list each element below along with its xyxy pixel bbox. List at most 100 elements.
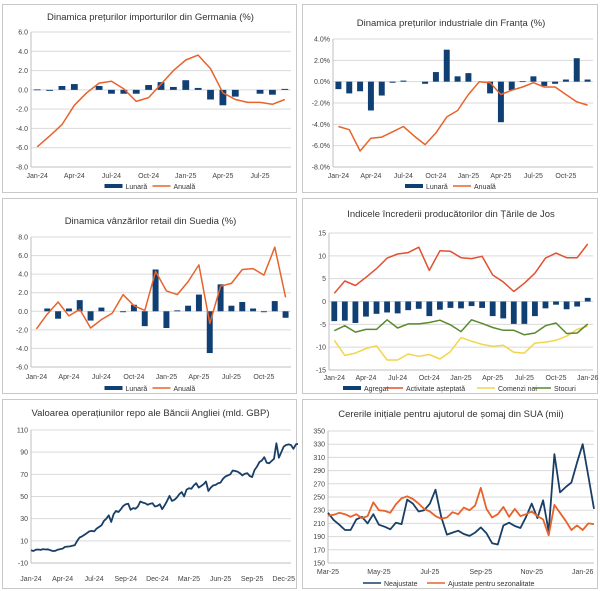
bar-lunar- bbox=[367, 81, 374, 111]
legend-swatch-bar bbox=[104, 184, 123, 188]
bar-lunar- bbox=[141, 311, 148, 327]
x-tick-label: Jul-25 bbox=[251, 173, 270, 180]
bar-agregat bbox=[479, 301, 486, 308]
y-tick-label: 6.0 bbox=[18, 30, 28, 37]
y-tick-label: 15 bbox=[318, 231, 326, 238]
chart-panel-us-claims: Cererile inițiale pentru ajutorul de șom… bbox=[302, 399, 598, 589]
y-tick-label: 30 bbox=[20, 516, 28, 523]
legend-item: Activitate așteptată bbox=[385, 386, 465, 393]
chart-title: Valoarea operațiunilor repo ale Băncii A… bbox=[32, 408, 270, 419]
y-tick-label: 4.0 bbox=[18, 272, 28, 279]
y-tick-label: 0 bbox=[322, 299, 326, 306]
bar-lunar- bbox=[389, 81, 396, 83]
bar-lunar- bbox=[443, 49, 450, 82]
bar-agregat bbox=[563, 301, 570, 310]
y-tick-label: -8.0% bbox=[312, 165, 330, 172]
bar-agregat bbox=[510, 301, 517, 324]
bar-lunar- bbox=[169, 86, 177, 90]
legend-swatch-bar bbox=[405, 184, 423, 188]
x-tick-label: Apr-24 bbox=[355, 375, 376, 382]
bar-agregat bbox=[363, 301, 369, 317]
bar-lunar- bbox=[120, 89, 128, 94]
y-tick-label: 70 bbox=[20, 472, 28, 479]
y-tick-label: -2.0% bbox=[312, 101, 330, 108]
y-tick-label: 6.0 bbox=[18, 253, 28, 260]
bar-lunar- bbox=[182, 80, 190, 90]
bar-lunar- bbox=[573, 58, 580, 82]
bar-lunar- bbox=[152, 269, 159, 312]
chart-title: Indicele încrederii producătorilor din Ț… bbox=[347, 209, 555, 220]
chart-panel-netherlands: Indicele încrederii producătorilor din Ț… bbox=[302, 198, 599, 394]
y-tick-label: -4.0 bbox=[16, 346, 28, 353]
chart-panel-boe-repo: Valoarea operațiunilor repo ale Băncii A… bbox=[2, 399, 298, 589]
legend-item: Neajustate bbox=[363, 581, 418, 588]
legend-item: Stocuri bbox=[533, 386, 576, 393]
bar-lunar- bbox=[357, 81, 364, 92]
bar-lunar- bbox=[194, 87, 202, 90]
bar-lunar- bbox=[256, 89, 264, 94]
bar-lunar- bbox=[87, 311, 94, 321]
bar-lunar- bbox=[269, 89, 276, 95]
bar-lunar- bbox=[65, 308, 72, 312]
x-tick-label: Jan-24 bbox=[26, 374, 48, 381]
chart-title: Dinamica prețurilor importurilor din Ger… bbox=[47, 12, 254, 23]
y-tick-label: -2.0 bbox=[16, 327, 28, 334]
bar-lunar- bbox=[282, 311, 289, 318]
bar-lunar- bbox=[219, 89, 227, 106]
bar-agregat bbox=[352, 301, 359, 323]
y-tick-label: 8.0 bbox=[18, 235, 28, 242]
bar-agregat bbox=[521, 301, 528, 324]
bar-lunar- bbox=[346, 81, 353, 94]
bar-agregat bbox=[426, 301, 433, 317]
chart-netherlands: Indicele încrederii producătorilor din Ț… bbox=[316, 209, 599, 393]
legend-label: Anuală bbox=[174, 386, 196, 393]
y-tick-label: 250 bbox=[313, 495, 325, 502]
legend-label: Anuală bbox=[174, 184, 196, 191]
x-tick-label: Jul-25 bbox=[420, 569, 439, 576]
y-tick-label: -5 bbox=[320, 322, 326, 329]
bar-agregat bbox=[584, 297, 591, 302]
x-tick-label: Oct-24 bbox=[425, 173, 446, 180]
x-tick-label: Oct-24 bbox=[419, 375, 440, 382]
x-tick-label: Dec-24 bbox=[146, 576, 169, 583]
bar-agregat bbox=[373, 301, 380, 314]
x-tick-label: Jul-24 bbox=[394, 173, 413, 180]
bar-agregat bbox=[447, 301, 454, 308]
y-tick-label: 2.0 bbox=[18, 68, 28, 75]
legend-label: Activitate așteptată bbox=[406, 386, 465, 393]
legend-item: Anuală bbox=[152, 184, 196, 191]
bar-lunar- bbox=[552, 81, 559, 84]
x-tick-label: Jan-26 bbox=[572, 569, 594, 576]
bar-lunar- bbox=[120, 311, 127, 313]
bar-agregat bbox=[436, 301, 443, 310]
bar-lunar- bbox=[217, 284, 224, 312]
chart-boe-repo: Valoarea operațiunilor repo ale Băncii A… bbox=[17, 408, 298, 583]
x-tick-label: Jul-25 bbox=[524, 173, 543, 180]
bar-lunar- bbox=[185, 305, 192, 312]
x-tick-label: Jan-25 bbox=[450, 375, 472, 382]
bar-lunar- bbox=[132, 89, 140, 94]
y-tick-label: 10 bbox=[20, 538, 28, 545]
y-tick-label: 310 bbox=[313, 455, 325, 462]
bar-agregat bbox=[458, 301, 464, 309]
y-tick-label: -8.0 bbox=[16, 165, 28, 172]
series-line-1 bbox=[35, 246, 287, 330]
y-tick-label: 10 bbox=[318, 253, 326, 260]
y-tick-label: 50 bbox=[20, 494, 28, 501]
bar-lunar- bbox=[46, 89, 53, 91]
bar-lunar- bbox=[98, 307, 105, 312]
y-tick-label: -4.0 bbox=[16, 126, 28, 133]
legend-label: Comenzi noi bbox=[498, 386, 537, 393]
bar-lunar- bbox=[70, 84, 78, 90]
x-tick-label: Dec-25 bbox=[272, 576, 295, 583]
y-tick-label: 0.0% bbox=[314, 79, 330, 86]
x-tick-label: Jan-25 bbox=[458, 173, 480, 180]
chart-panel-germany: Dinamica prețurilor importurilor din Ger… bbox=[2, 4, 297, 193]
y-tick-label: 170 bbox=[313, 547, 325, 554]
x-tick-label: Jan-24 bbox=[328, 173, 350, 180]
chart-panel-france: Dinamica prețurilor industriale din Fran… bbox=[302, 4, 598, 193]
bar-agregat bbox=[500, 301, 507, 319]
y-tick-label: 90 bbox=[20, 450, 28, 457]
legend-swatch-bar bbox=[104, 386, 123, 390]
legend-label: Ajustate pentru sezonalitate bbox=[448, 581, 534, 588]
